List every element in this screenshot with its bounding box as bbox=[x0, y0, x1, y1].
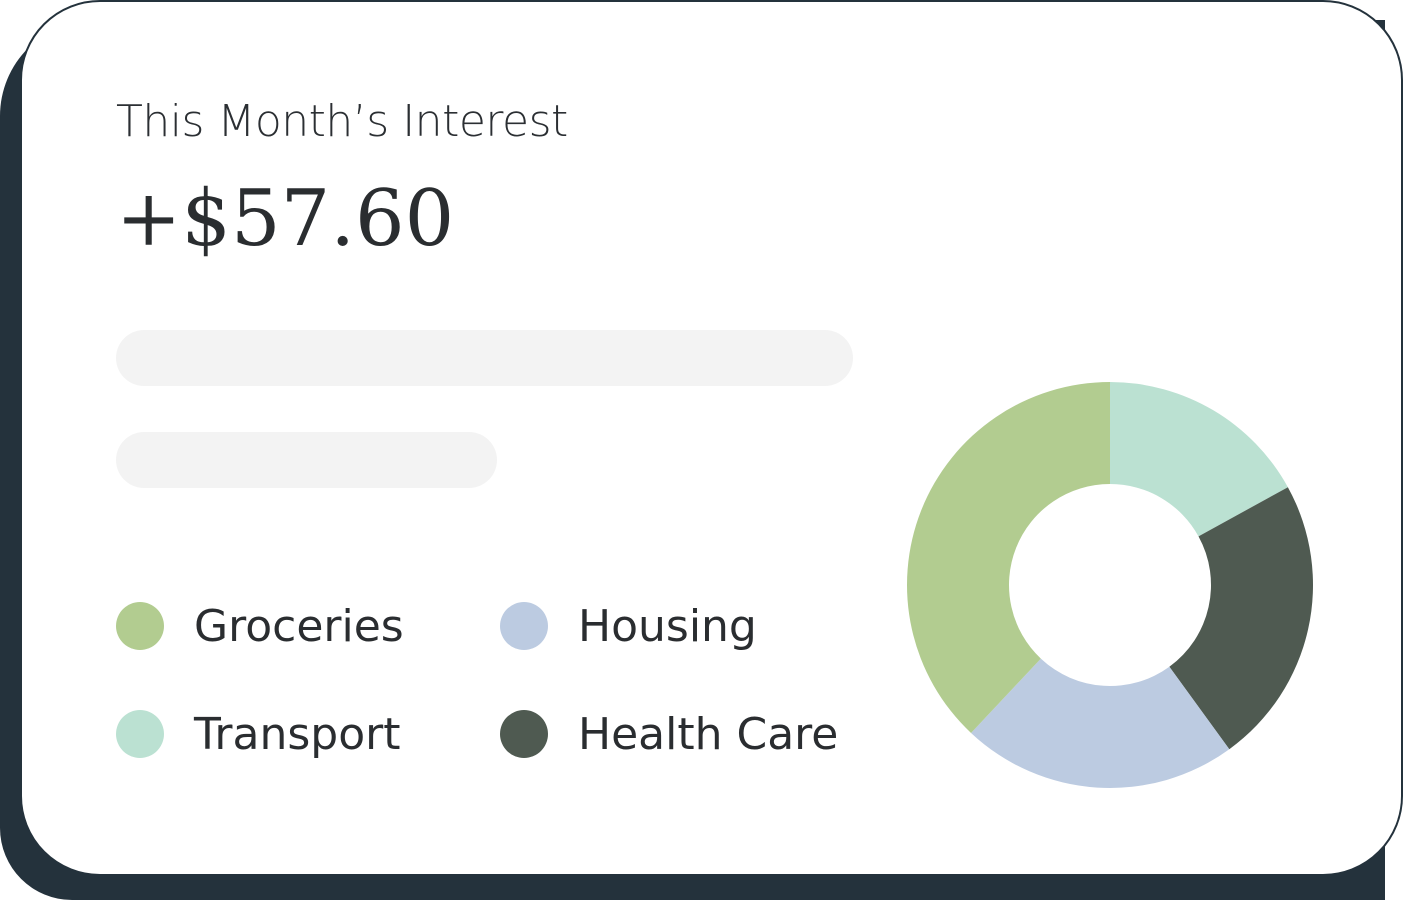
interest-card: This Month’s Interest +$57.60 Groceries … bbox=[20, 0, 1403, 876]
interest-amount: +$57.60 bbox=[116, 174, 455, 264]
legend-item-groceries: Groceries bbox=[116, 598, 404, 654]
legend-item-health-care: Health Care bbox=[500, 706, 838, 762]
donut-chart bbox=[907, 382, 1313, 788]
legend-dot-health-care bbox=[500, 710, 548, 758]
donut-slice-health-care bbox=[1169, 487, 1313, 750]
legend-item-transport: Transport bbox=[116, 706, 400, 762]
donut-slice-transport bbox=[1110, 382, 1288, 537]
legend-label-transport: Transport bbox=[194, 708, 401, 760]
legend-item-housing: Housing bbox=[500, 598, 757, 654]
donut-slice-housing bbox=[971, 658, 1230, 788]
legend-dot-housing bbox=[500, 602, 548, 650]
legend-dot-groceries bbox=[116, 602, 164, 650]
legend-label-housing: Housing bbox=[578, 600, 757, 652]
legend-label-groceries: Groceries bbox=[194, 600, 404, 652]
legend-dot-transport bbox=[116, 710, 164, 758]
legend-label-health-care: Health Care bbox=[578, 708, 839, 760]
skeleton-bar-short bbox=[116, 432, 497, 488]
donut-slice-groceries bbox=[907, 382, 1110, 733]
skeleton-bar bbox=[116, 330, 853, 386]
card-title: This Month’s Interest bbox=[116, 96, 568, 147]
